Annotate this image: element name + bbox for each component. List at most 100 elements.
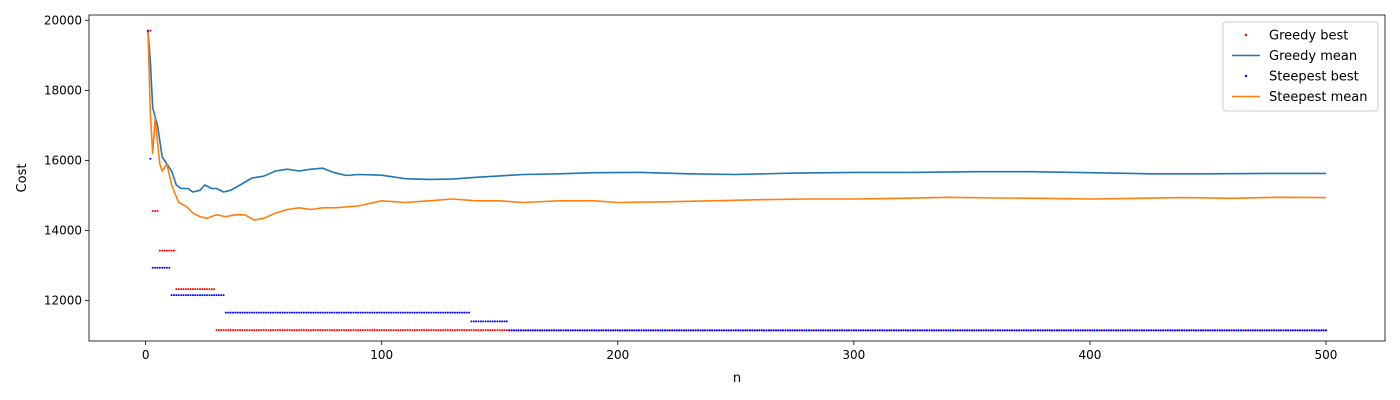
steepest-best-point	[834, 329, 836, 332]
steepest-best-point	[520, 329, 522, 332]
steepest-best-point	[973, 329, 976, 332]
steepest-best-point	[404, 311, 407, 314]
legend: Greedy best Greedy mean Steepest best Steep…	[1222, 21, 1379, 112]
steepest-best-point	[182, 294, 185, 297]
greedy-best-point	[352, 329, 355, 332]
steepest-best-point	[201, 294, 204, 297]
steepest-best-point	[1192, 329, 1195, 332]
steepest-best-point	[992, 329, 995, 332]
steepest-best-point	[161, 266, 164, 269]
greedy-best-point	[241, 329, 244, 332]
steepest-best-point	[935, 329, 938, 332]
steepest-best-point	[409, 311, 411, 314]
steepest-best-point	[354, 311, 357, 314]
steepest-best-point	[1011, 329, 1013, 332]
steepest-best-point	[390, 311, 393, 314]
steepest-best-point	[246, 311, 249, 314]
steepest-best-point	[612, 329, 615, 332]
steepest-best-point	[210, 294, 213, 297]
steepest-best-point	[1202, 329, 1205, 332]
greedy-best-point	[189, 288, 192, 291]
greedy-best-point	[191, 288, 194, 291]
steepest-best-point	[357, 311, 360, 314]
steepest-best-point	[1325, 329, 1327, 332]
greedy-best-point	[364, 329, 367, 332]
steepest-best-point	[475, 320, 478, 323]
steepest-best-point	[1098, 329, 1101, 332]
steepest-best-point	[1072, 329, 1075, 332]
greedy-best-point	[331, 329, 334, 332]
steepest-best-point	[1284, 329, 1287, 332]
steepest-best-point	[867, 329, 869, 332]
greedy-best-point	[158, 249, 161, 252]
greedy-best-point	[501, 329, 504, 332]
steepest-best-point	[942, 329, 945, 332]
steepest-best-point	[885, 329, 888, 332]
steepest-best-point	[680, 329, 683, 332]
greedy-best-point	[258, 329, 260, 332]
steepest-best-point	[645, 329, 648, 332]
steepest-best-point	[843, 329, 846, 332]
steepest-best-point	[446, 311, 449, 314]
steepest-best-point	[258, 311, 260, 314]
greedy-best-point	[394, 329, 397, 332]
steepest-best-point	[1166, 329, 1169, 332]
steepest-best-point	[1181, 329, 1183, 332]
y-tick-label: 20000	[44, 13, 82, 27]
steepest-best-point	[220, 294, 223, 297]
steepest-best-point	[1029, 329, 1032, 332]
steepest-best-point	[175, 294, 178, 297]
steepest-best-point	[399, 311, 402, 314]
steepest-best-point	[1065, 329, 1068, 332]
steepest-best-point	[1084, 329, 1087, 332]
steepest-best-point	[567, 329, 570, 332]
steepest-best-point	[718, 329, 721, 332]
steepest-best-point	[324, 311, 327, 314]
x-tick-label: 200	[606, 348, 629, 362]
steepest-best-point	[1225, 329, 1228, 332]
steepest-best-point	[1138, 329, 1141, 332]
greedy-best-point	[427, 329, 430, 332]
steepest-best-point	[1289, 329, 1292, 332]
steepest-best-point	[529, 329, 532, 332]
steepest-best-legend-swatch	[1244, 74, 1248, 78]
steepest-best-point	[380, 311, 383, 314]
greedy-best-point	[260, 329, 263, 332]
steepest-best-point	[538, 329, 541, 332]
steepest-best-point	[895, 329, 898, 332]
greedy-best-point	[340, 329, 343, 332]
greedy-best-point	[479, 329, 482, 332]
steepest-best-point	[605, 329, 607, 332]
steepest-best-point	[1306, 329, 1309, 332]
steepest-best-point	[777, 329, 780, 332]
steepest-best-point	[571, 329, 574, 332]
steepest-best-point	[628, 329, 631, 332]
greedy-best-point	[371, 329, 374, 332]
x-tick-label: 400	[1078, 348, 1101, 362]
steepest-best-point	[253, 311, 256, 314]
steepest-best-point	[1053, 329, 1056, 332]
steepest-best-point	[208, 294, 211, 297]
greedy-best-point	[477, 329, 480, 332]
steepest-best-point	[550, 329, 553, 332]
steepest-best-point	[810, 329, 813, 332]
greedy-best-point	[314, 329, 317, 332]
greedy-best-point	[175, 288, 178, 291]
steepest-best-point	[1103, 329, 1106, 332]
legend-box	[1222, 21, 1379, 112]
steepest-best-point	[1022, 329, 1025, 332]
steepest-best-point	[649, 329, 652, 332]
steepest-best-point	[173, 294, 175, 297]
steepest-best-point	[803, 329, 806, 332]
steepest-mean-line	[147, 32, 1327, 221]
steepest-best-point	[845, 329, 848, 332]
steepest-best-point	[331, 311, 334, 314]
steepest-best-point	[1310, 329, 1313, 332]
steepest-best-point	[767, 329, 770, 332]
greedy-best-point	[194, 288, 197, 291]
greedy-best-point	[487, 329, 489, 332]
steepest-best-point	[347, 311, 350, 314]
steepest-best-point	[163, 266, 166, 269]
steepest-best-point	[560, 329, 563, 332]
steepest-best-point	[704, 329, 707, 332]
